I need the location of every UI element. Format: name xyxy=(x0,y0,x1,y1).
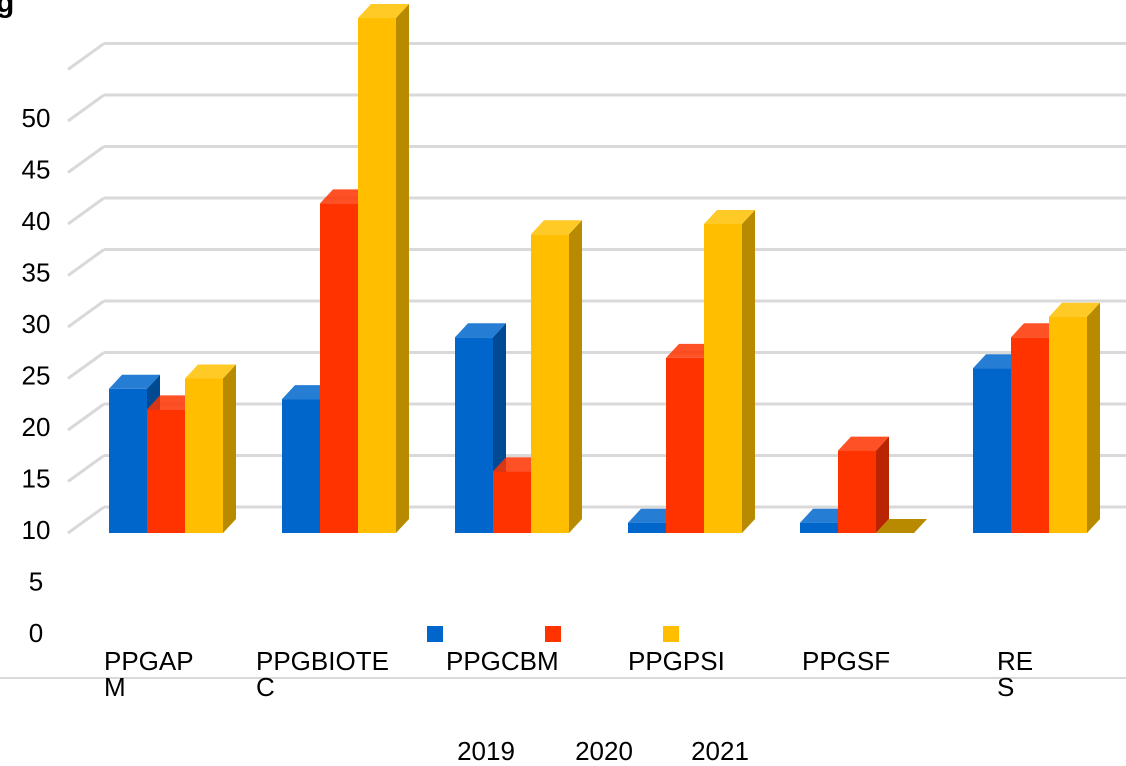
category-label: M xyxy=(104,672,126,702)
category-label: C xyxy=(256,672,275,702)
gridline-side xyxy=(67,505,105,535)
bar xyxy=(455,337,493,533)
bar xyxy=(531,234,569,534)
y-tick-label: 15 xyxy=(22,464,51,494)
bar-top xyxy=(1049,302,1100,317)
bar-side xyxy=(396,4,409,533)
category-label: S xyxy=(997,672,1014,702)
bar-top xyxy=(358,4,409,18)
category-label: PPGBIOTE xyxy=(256,646,389,676)
y-tick-label: 5 xyxy=(29,567,43,597)
bar xyxy=(666,357,704,533)
gridline-side xyxy=(67,299,105,329)
gridline-side xyxy=(67,145,105,174)
bar xyxy=(838,450,876,533)
gridline-side xyxy=(67,351,105,380)
legend-label: 2021 xyxy=(691,736,749,766)
bar xyxy=(109,388,147,533)
bar xyxy=(800,522,838,533)
bar-side xyxy=(1087,302,1100,533)
bar-side xyxy=(742,210,755,533)
y-tick-label: 0 xyxy=(29,618,43,648)
y-tick-label: 20 xyxy=(22,412,51,442)
y-tick-label: 30 xyxy=(22,309,51,339)
category-label: RE xyxy=(997,646,1033,676)
bar xyxy=(358,18,396,533)
chart-title-text: g xyxy=(0,0,15,19)
bar-top xyxy=(704,210,755,224)
bar xyxy=(282,399,320,533)
chart-title-fragment: g xyxy=(0,0,1126,20)
gridline-side xyxy=(67,93,105,123)
legend-label: 2020 xyxy=(575,736,633,766)
legend-label: 2019 xyxy=(457,736,515,766)
bar-top xyxy=(876,519,927,533)
bar-side xyxy=(569,220,582,534)
bar-top xyxy=(109,374,160,389)
gridline-side xyxy=(67,248,105,277)
bar xyxy=(185,378,223,533)
bar-side xyxy=(223,364,236,533)
y-tick-label: 35 xyxy=(22,258,51,288)
bar-top xyxy=(838,436,889,451)
bar-side xyxy=(876,436,889,533)
bar xyxy=(1011,337,1049,533)
y-tick-label: 50 xyxy=(22,103,51,133)
bar xyxy=(1049,316,1087,533)
y-tick-label: 10 xyxy=(22,515,51,545)
legend-swatch xyxy=(545,626,561,642)
bar-top xyxy=(531,220,582,235)
bar xyxy=(320,203,358,533)
y-tick-label: 40 xyxy=(22,206,51,236)
bar-top xyxy=(185,364,236,379)
bar xyxy=(973,368,1011,533)
bar xyxy=(493,471,531,533)
gridline-side xyxy=(67,402,105,432)
legend-swatch xyxy=(663,626,679,642)
bar-top xyxy=(455,323,506,338)
category-label: PPGAP xyxy=(104,646,194,676)
legend-swatch xyxy=(427,626,443,642)
bar xyxy=(147,409,185,533)
y-tick-label: 45 xyxy=(22,155,51,185)
gridline-side xyxy=(67,454,105,483)
bar xyxy=(704,224,742,533)
category-label: PPGSF xyxy=(802,646,890,676)
gridline-side xyxy=(67,196,105,226)
y-tick-label: 25 xyxy=(22,361,51,391)
gridline-side xyxy=(67,42,105,71)
category-label: PPGCBM xyxy=(446,646,559,676)
category-label: PPGPSI xyxy=(628,646,725,676)
bar xyxy=(628,522,666,533)
